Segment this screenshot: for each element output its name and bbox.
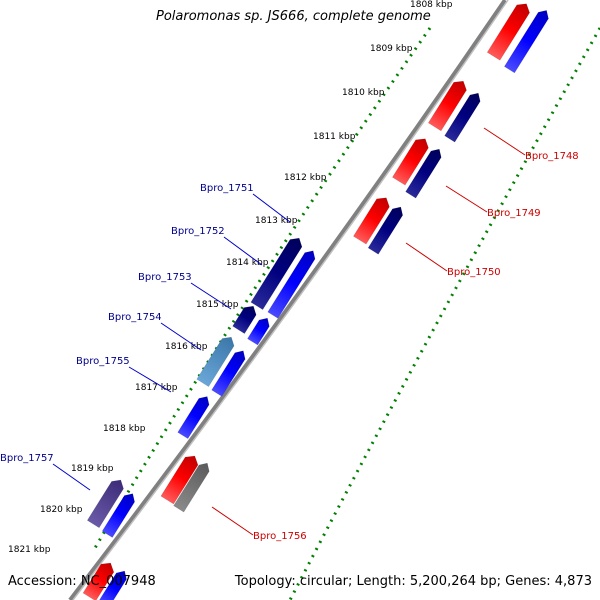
label-layer: 1808 kbp 1809 kbp 1810 kbp 1811 kbp 1812 kbp… xyxy=(0,0,579,555)
cds-bpro-1756 xyxy=(173,462,210,513)
cds-bpro-1756-red xyxy=(160,455,199,505)
gene-label-bpro-1749: Bpro_1749 xyxy=(487,208,541,219)
cds-bpro-1753b xyxy=(247,317,270,346)
genome-backbone-shadow xyxy=(72,0,509,600)
cds-reverse-3 xyxy=(405,148,442,199)
cds-reverse-2 xyxy=(444,92,481,143)
cds-bpro-1757b xyxy=(101,493,135,538)
gene-label-bpro-1755: Bpro_1755 xyxy=(76,356,130,367)
label-leader-line xyxy=(405,242,448,272)
label-leader-line xyxy=(252,193,291,223)
label-leader-line xyxy=(160,322,202,351)
cds-forward-2 xyxy=(427,80,467,132)
gene-label-bpro-1751: Bpro_1751 xyxy=(200,183,254,194)
cds-bpro-1754 xyxy=(196,336,235,387)
feature-track xyxy=(82,3,549,600)
summary-text: Topology: circular; Length: 5,200,264 bp… xyxy=(234,574,592,589)
tick-label: 1809 kbp xyxy=(370,44,413,54)
tick-label: 1821 kbp xyxy=(8,545,51,555)
cds-forward-4 xyxy=(353,197,390,245)
label-leader-line xyxy=(223,236,263,266)
tick-label: 1816 kbp xyxy=(165,342,208,352)
cds-forward-1 xyxy=(486,3,530,61)
cds-bpro-1753 xyxy=(232,305,257,334)
gene-label-bpro-1754: Bpro_1754 xyxy=(108,312,162,323)
gene-label-bpro-1757: Bpro_1757 xyxy=(0,453,54,464)
label-leader-line xyxy=(483,127,526,156)
cds-forward-3 xyxy=(392,138,429,186)
tick-label: 1814 kbp xyxy=(226,258,269,268)
label-leader-line xyxy=(52,463,91,491)
cds-bpro-1755b xyxy=(177,396,210,440)
gene-label-bpro-1750: Bpro_1750 xyxy=(447,267,501,278)
map-title: Polaromonas sp. JS666, complete genome xyxy=(156,9,431,24)
tick-ring-outer xyxy=(288,27,600,600)
tick-label: 1818 kbp xyxy=(103,424,146,434)
gene-label-bpro-1753: Bpro_1753 xyxy=(138,272,192,283)
gene-label-bpro-1748: Bpro_1748 xyxy=(525,151,579,162)
tick-label: 1820 kbp xyxy=(40,505,83,515)
gene-label-bpro-1756: Bpro_1756 xyxy=(253,531,307,542)
genome-backbone xyxy=(68,0,507,600)
label-leader-line xyxy=(445,185,488,213)
tick-ring-inner xyxy=(93,27,432,549)
tick-label: 1815 kbp xyxy=(196,300,239,310)
tick-label: 1817 kbp xyxy=(135,383,178,393)
cds-bpro-1755 xyxy=(211,350,246,397)
cds-top-blue xyxy=(504,10,549,74)
label-leader-line xyxy=(211,506,254,536)
cds-bottom-blue xyxy=(97,570,127,600)
accession-text: Accession: NC_007948 xyxy=(8,574,156,589)
tick-label: 1813 kbp xyxy=(255,216,298,226)
tick-label: 1812 kbp xyxy=(284,173,327,183)
cds-bpro-1757 xyxy=(86,479,124,529)
tick-label: 1810 kbp xyxy=(342,88,385,98)
label-leader-line xyxy=(190,282,232,310)
cds-bpro-1752 xyxy=(267,250,316,319)
cds-reverse-4 xyxy=(367,206,403,255)
cds-bpro-1751 xyxy=(250,237,303,310)
label-leader-line xyxy=(128,366,172,393)
tick-label: 1819 kbp xyxy=(71,464,114,474)
tick-label: 1808 kbp xyxy=(410,0,453,10)
gene-label-bpro-1752: Bpro_1752 xyxy=(171,226,225,237)
tick-label: 1811 kbp xyxy=(313,132,356,142)
